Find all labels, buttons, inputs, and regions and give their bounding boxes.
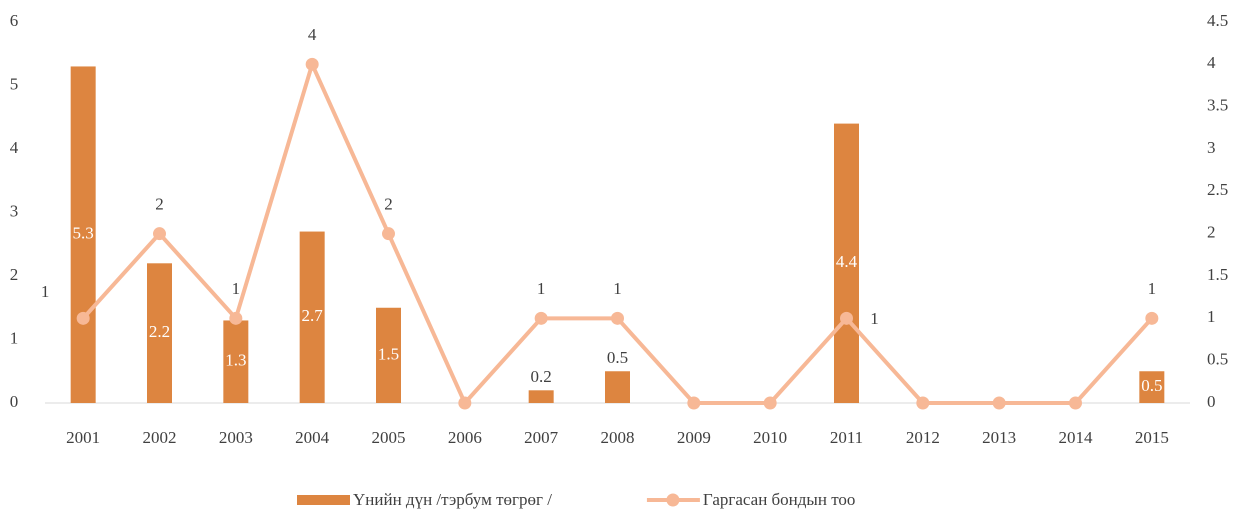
x-tick-label: 2015	[1135, 428, 1169, 447]
x-tick-label: 2012	[906, 428, 940, 447]
bar	[70, 66, 96, 403]
legend-swatch	[297, 495, 350, 505]
y-tick-label: 6	[10, 11, 19, 30]
bar	[147, 263, 172, 403]
line-value-label: 1	[41, 282, 50, 301]
line-point	[229, 311, 243, 325]
x-tick-label: 2011	[830, 428, 863, 447]
line-point	[611, 311, 624, 325]
x-tick-label: 2005	[372, 428, 406, 447]
legend-label: Гаргасан бондын тоо	[703, 490, 856, 509]
bar	[528, 390, 554, 403]
line-point	[305, 57, 319, 71]
bar-value-label: 2.7	[302, 306, 324, 325]
line-point	[76, 311, 90, 325]
line-point	[1145, 311, 1159, 325]
bar	[1139, 371, 1165, 403]
x-tick-label: 2010	[753, 428, 787, 447]
bar	[605, 371, 630, 403]
y-tick-label: 3	[10, 201, 19, 220]
y-tick-label: 2	[10, 265, 19, 284]
line-value-label: 1	[1148, 279, 1157, 298]
line-value-label: 4	[308, 25, 317, 44]
legend-swatch	[666, 493, 680, 507]
x-tick-label: 2001	[66, 428, 100, 447]
bar-value-label: 0.5	[1141, 376, 1162, 395]
bar	[223, 320, 249, 403]
y2-tick-label: 0.5	[1207, 350, 1228, 369]
x-tick-label: 2009	[677, 428, 711, 447]
x-tick-label: 2008	[601, 428, 635, 447]
line-point	[1069, 396, 1082, 410]
line-value-label: 1	[613, 279, 622, 298]
line-point	[458, 396, 472, 410]
x-tick-label: 2003	[219, 428, 253, 447]
line-point	[687, 396, 701, 410]
bar-value-label: 1.5	[378, 344, 399, 363]
line-point	[534, 311, 548, 325]
line-point	[916, 396, 930, 410]
y2-tick-label: 0	[1207, 392, 1216, 411]
bar	[376, 307, 401, 403]
y2-tick-label: 2.5	[1207, 180, 1228, 199]
line-value-label: 1	[537, 279, 546, 298]
bar-value-label: 0.2	[531, 367, 552, 386]
y2-tick-label: 1.5	[1207, 265, 1228, 284]
y-tick-label: 1	[10, 328, 19, 347]
legend-label: Үнийн дүн /тэрбум төгрөг /	[353, 490, 552, 509]
line-value-label: 2	[384, 195, 393, 214]
y-tick-label: 0	[10, 392, 19, 411]
bar	[299, 231, 325, 403]
y2-tick-label: 4.5	[1207, 11, 1228, 30]
line-point	[840, 311, 853, 325]
x-tick-label: 2002	[143, 428, 177, 447]
bar-value-label: 2.2	[149, 322, 170, 341]
x-tick-label: 2007	[524, 428, 559, 447]
line-value-label: 1	[870, 309, 879, 328]
x-tick-label: 2013	[982, 428, 1016, 447]
x-tick-label: 2014	[1059, 428, 1094, 447]
y2-tick-label: 3	[1207, 138, 1216, 157]
bar-value-label: 5.3	[73, 224, 94, 243]
line-point	[382, 227, 395, 241]
bar-value-label: 4.4	[836, 252, 858, 271]
bar	[834, 123, 859, 403]
bar-value-label: 0.5	[607, 348, 628, 367]
y2-tick-label: 3.5	[1207, 96, 1228, 115]
line-point	[153, 227, 166, 241]
line-value-label: 2	[155, 195, 164, 214]
y-tick-label: 4	[10, 138, 19, 157]
y2-tick-label: 1	[1207, 307, 1216, 326]
x-tick-label: 2004	[295, 428, 330, 447]
x-tick-label: 2006	[448, 428, 482, 447]
y2-tick-label: 4	[1207, 53, 1216, 72]
line-point	[763, 396, 777, 410]
y2-tick-label: 2	[1207, 223, 1216, 242]
line-value-label: 1	[232, 279, 241, 298]
y-tick-label: 5	[10, 74, 19, 93]
bar-value-label: 1.3	[225, 351, 246, 370]
line-point	[992, 396, 1006, 410]
